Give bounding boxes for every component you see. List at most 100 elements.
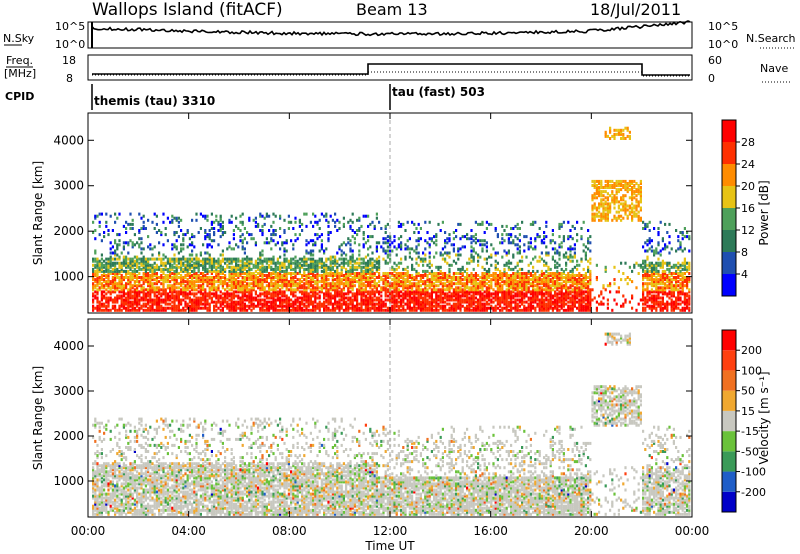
data-cell bbox=[450, 308, 453, 312]
data-cell bbox=[573, 255, 576, 259]
data-cell bbox=[226, 290, 229, 294]
data-cell bbox=[490, 304, 493, 308]
data-cell bbox=[147, 308, 150, 312]
data-cell bbox=[565, 276, 568, 279]
data-cell bbox=[239, 267, 242, 271]
data-cell bbox=[499, 296, 502, 300]
data-cell bbox=[105, 282, 108, 286]
data-cell bbox=[325, 263, 328, 267]
data-cell bbox=[406, 306, 409, 310]
data-cell bbox=[224, 298, 227, 302]
data-cell bbox=[369, 294, 372, 298]
data-cell bbox=[191, 243, 194, 247]
data-cell bbox=[193, 280, 196, 284]
data-cell bbox=[232, 290, 235, 294]
data-cell bbox=[202, 298, 205, 302]
data-cell bbox=[424, 239, 427, 243]
data-cell bbox=[393, 276, 396, 279]
data-cell bbox=[136, 257, 139, 261]
data-cell bbox=[160, 300, 163, 304]
data-cell bbox=[248, 278, 251, 282]
data-cell bbox=[538, 286, 541, 290]
data-cell bbox=[301, 259, 304, 263]
data-cell bbox=[380, 294, 383, 298]
data-cell bbox=[380, 286, 383, 290]
data-cell bbox=[213, 227, 216, 230]
data-cell bbox=[169, 269, 172, 273]
data-cell bbox=[169, 276, 172, 279]
data-cell bbox=[219, 229, 222, 232]
data-cell bbox=[481, 286, 484, 290]
data-cell bbox=[283, 290, 286, 294]
data-cell bbox=[180, 269, 183, 273]
data-cell bbox=[213, 233, 216, 237]
data-cell bbox=[235, 304, 238, 308]
data-cell bbox=[402, 306, 405, 310]
data-cell bbox=[428, 272, 431, 275]
data-cell bbox=[452, 290, 455, 294]
data-cell bbox=[314, 288, 317, 292]
data-cell bbox=[415, 239, 418, 243]
data-cell bbox=[241, 290, 244, 294]
data-cell bbox=[503, 269, 506, 273]
data-cell bbox=[347, 272, 350, 275]
data-cell bbox=[523, 282, 526, 286]
data-cell bbox=[558, 257, 561, 261]
data-cell bbox=[191, 288, 194, 292]
data-cell bbox=[228, 259, 231, 263]
data-cell bbox=[166, 286, 169, 290]
data-cell bbox=[263, 216, 266, 220]
data-cell bbox=[230, 265, 233, 269]
data-cell bbox=[193, 298, 196, 302]
data-cell bbox=[138, 229, 141, 232]
data-cell bbox=[483, 282, 486, 286]
data-cell bbox=[204, 276, 207, 279]
data-cell bbox=[518, 272, 521, 275]
data-cell bbox=[481, 222, 484, 226]
data-cell bbox=[202, 214, 205, 218]
data-cell bbox=[576, 294, 579, 298]
data-cell bbox=[147, 235, 150, 239]
data-cell bbox=[228, 278, 231, 282]
data-cell bbox=[479, 306, 482, 310]
data-cell bbox=[193, 282, 196, 286]
data-cell bbox=[351, 308, 354, 312]
data-cell bbox=[397, 280, 400, 284]
data-cell bbox=[204, 216, 207, 220]
data-cell bbox=[309, 300, 312, 304]
data-cell bbox=[208, 237, 211, 241]
data-cell bbox=[435, 235, 438, 239]
data-cell bbox=[316, 233, 319, 237]
data-cell bbox=[290, 284, 293, 288]
data-cell bbox=[177, 298, 180, 302]
data-cell bbox=[536, 304, 539, 308]
data-cell bbox=[527, 306, 530, 310]
data-cell bbox=[413, 278, 416, 282]
data-cell bbox=[162, 267, 165, 271]
data-cell bbox=[499, 282, 502, 286]
data-cell bbox=[556, 288, 559, 292]
data-cell bbox=[428, 243, 431, 247]
data-cell bbox=[527, 288, 530, 292]
data-cell bbox=[120, 261, 123, 265]
data-cell bbox=[259, 278, 262, 282]
data-cell bbox=[186, 274, 189, 277]
data-cell bbox=[521, 282, 524, 286]
data-cell bbox=[472, 255, 475, 259]
data-cell bbox=[127, 276, 130, 279]
data-cell bbox=[118, 290, 121, 294]
data-cell bbox=[364, 306, 367, 310]
data-cell bbox=[107, 290, 110, 294]
data-cell bbox=[318, 280, 321, 284]
data-cell bbox=[514, 306, 517, 310]
data-cell bbox=[215, 218, 218, 222]
data-cell bbox=[382, 237, 385, 241]
data-cell bbox=[514, 282, 517, 286]
data-cell bbox=[241, 269, 244, 273]
data-cell bbox=[228, 284, 231, 288]
data-cell bbox=[415, 278, 418, 282]
data-cell bbox=[235, 216, 238, 220]
data-cell bbox=[362, 237, 365, 241]
data-cell bbox=[320, 269, 323, 273]
data-cell bbox=[149, 300, 152, 304]
